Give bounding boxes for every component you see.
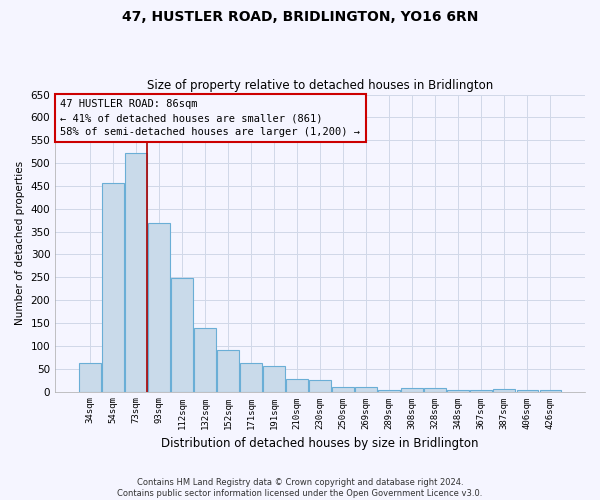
Bar	[125, 154, 146, 392]
Bar	[493, 390, 515, 392]
Bar	[517, 390, 538, 392]
Bar	[332, 386, 354, 392]
Text: Contains HM Land Registry data © Crown copyright and database right 2024.
Contai: Contains HM Land Registry data © Crown c…	[118, 478, 482, 498]
Bar	[379, 390, 400, 392]
Bar	[310, 380, 331, 392]
Text: 47, HUSTLER ROAD, BRIDLINGTON, YO16 6RN: 47, HUSTLER ROAD, BRIDLINGTON, YO16 6RN	[122, 10, 478, 24]
Title: Size of property relative to detached houses in Bridlington: Size of property relative to detached ho…	[147, 79, 493, 92]
Bar	[448, 390, 469, 392]
Bar	[424, 388, 446, 392]
Bar	[286, 379, 308, 392]
Bar	[355, 386, 377, 392]
Y-axis label: Number of detached properties: Number of detached properties	[15, 161, 25, 325]
Bar	[241, 363, 262, 392]
Bar	[401, 388, 423, 392]
Bar	[79, 363, 101, 392]
Bar	[217, 350, 239, 392]
Bar	[102, 183, 124, 392]
Bar	[172, 278, 193, 392]
Bar	[539, 390, 561, 392]
X-axis label: Distribution of detached houses by size in Bridlington: Distribution of detached houses by size …	[161, 437, 479, 450]
Bar	[470, 390, 492, 392]
Bar	[263, 366, 285, 392]
Bar	[148, 224, 170, 392]
Bar	[194, 328, 216, 392]
Text: 47 HUSTLER ROAD: 86sqm
← 41% of detached houses are smaller (861)
58% of semi-de: 47 HUSTLER ROAD: 86sqm ← 41% of detached…	[61, 99, 361, 137]
